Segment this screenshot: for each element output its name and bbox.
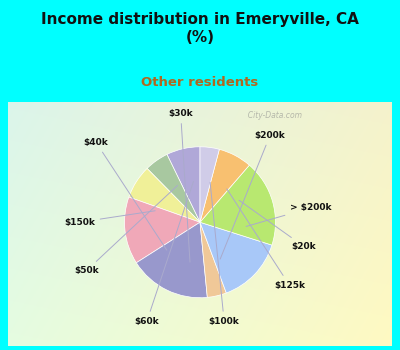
Text: $30k: $30k xyxy=(168,109,193,262)
Text: $50k: $50k xyxy=(74,186,178,275)
Text: $200k: $200k xyxy=(220,131,286,259)
Text: $125k: $125k xyxy=(227,189,305,289)
Text: > $200k: > $200k xyxy=(246,203,332,226)
Wedge shape xyxy=(200,222,272,293)
Text: $40k: $40k xyxy=(84,138,167,250)
Wedge shape xyxy=(200,165,276,245)
Text: $150k: $150k xyxy=(64,211,155,227)
Text: $20k: $20k xyxy=(239,200,316,251)
Wedge shape xyxy=(129,168,200,222)
Text: $60k: $60k xyxy=(134,182,194,326)
Wedge shape xyxy=(147,154,200,222)
Wedge shape xyxy=(200,147,219,222)
Wedge shape xyxy=(124,197,200,263)
Text: Other residents: Other residents xyxy=(141,76,259,89)
Text: Income distribution in Emeryville, CA
(%): Income distribution in Emeryville, CA (%… xyxy=(41,12,359,46)
Wedge shape xyxy=(136,222,207,298)
Text: City-Data.com: City-Data.com xyxy=(243,111,302,120)
Wedge shape xyxy=(167,147,200,222)
Wedge shape xyxy=(200,149,249,222)
Wedge shape xyxy=(200,222,226,298)
Text: $100k: $100k xyxy=(209,182,240,326)
